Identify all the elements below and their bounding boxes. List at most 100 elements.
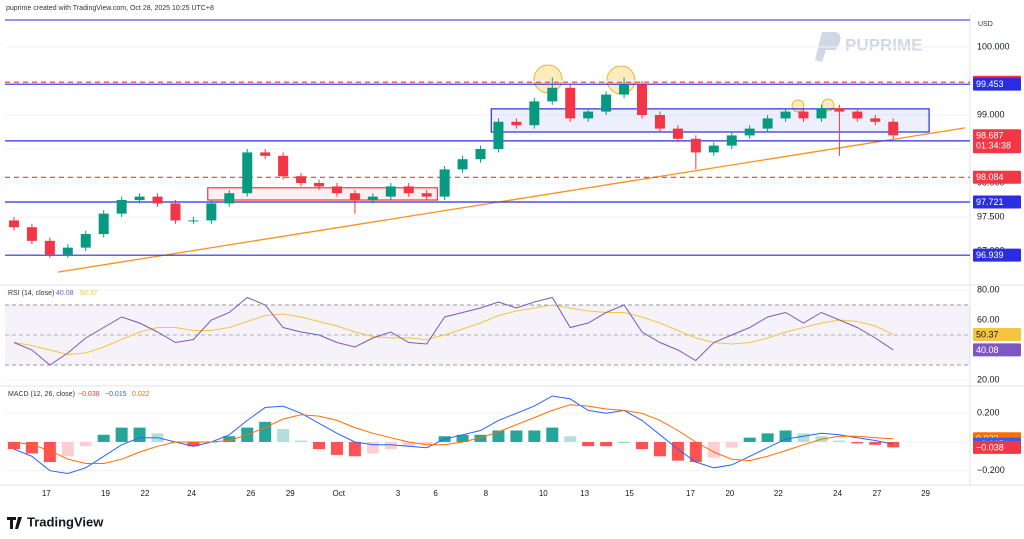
- legend-value: 50.37: [80, 290, 98, 297]
- candle-body: [331, 186, 342, 194]
- histogram-bar: [474, 434, 487, 442]
- candle-body: [8, 220, 19, 228]
- candle-body: [637, 84, 648, 115]
- candle-body: [529, 101, 540, 126]
- candle-body: [475, 149, 486, 160]
- x-tick-label: 15: [625, 489, 634, 498]
- indicator-title: MACD (12, 26, close): [8, 391, 75, 398]
- histogram-bar: [456, 434, 469, 442]
- watermark: PUPRIME: [845, 35, 922, 54]
- candle-body: [619, 84, 630, 95]
- histogram-bar: [851, 441, 864, 444]
- candle-body: [708, 145, 719, 153]
- candle-body: [780, 111, 791, 119]
- highlight-circle: [821, 98, 835, 112]
- candle-body: [762, 118, 773, 129]
- histogram-bar: [259, 421, 272, 442]
- y-tick-label: 0.200: [977, 408, 1000, 418]
- candle-body: [565, 87, 576, 119]
- legend-value: 0.022: [132, 391, 150, 398]
- histogram-bar: [725, 441, 738, 448]
- legend-value: −0.038: [78, 391, 100, 398]
- x-tick-label: 13: [580, 489, 589, 498]
- histogram-bar: [366, 441, 379, 454]
- histogram-bar: [313, 441, 326, 450]
- histogram-bar: [743, 437, 756, 442]
- zone: [490, 108, 930, 133]
- x-tick-label: 19: [101, 489, 110, 498]
- macd-line: [13, 395, 894, 475]
- price-badge: [973, 170, 1021, 184]
- histogram-bar: [223, 436, 236, 442]
- price-badge: [973, 195, 1021, 209]
- histogram-bar: [689, 441, 702, 463]
- y-tick-label: 80.00: [977, 284, 1000, 294]
- candle-body: [367, 196, 378, 201]
- histogram-bar: [277, 429, 290, 442]
- candle-body: [816, 108, 827, 119]
- legend-value: −0.015: [105, 391, 127, 398]
- histogram-bar: [797, 433, 810, 442]
- candle-body: [44, 240, 55, 255]
- candle-body: [134, 196, 145, 201]
- rsi-band: [5, 304, 970, 366]
- histogram-bar: [582, 441, 595, 447]
- candle-body: [798, 111, 809, 119]
- histogram-bar: [420, 441, 433, 445]
- candle-body: [242, 152, 253, 194]
- histogram-bar: [97, 434, 110, 442]
- brand: TradingView: [7, 514, 104, 529]
- price-badge: [973, 248, 1021, 262]
- price-badge: [973, 343, 1021, 357]
- candle-body: [726, 135, 737, 146]
- candle-body: [224, 193, 235, 204]
- candle-body: [457, 159, 468, 170]
- histogram-bar: [510, 430, 523, 442]
- candle-body: [385, 186, 396, 197]
- x-tick-label: 29: [286, 489, 295, 498]
- price-badge-label: 40.08: [976, 345, 999, 355]
- histogram-bar: [384, 441, 397, 450]
- x-tick-label: 24: [833, 489, 842, 498]
- x-tick-label: 22: [774, 489, 783, 498]
- y-tick-label: −0.200: [977, 465, 1005, 475]
- histogram-bar: [779, 430, 792, 442]
- histogram-bar: [707, 441, 720, 458]
- histogram-bar: [887, 441, 900, 448]
- candle-body: [601, 94, 612, 112]
- histogram-bar: [546, 427, 559, 442]
- histogram-bar: [402, 441, 415, 447]
- histogram-bar: [653, 441, 666, 457]
- histogram-bar: [330, 441, 343, 455]
- price-badge: [973, 440, 1021, 454]
- candle-body: [852, 111, 863, 119]
- candle-body: [170, 203, 181, 221]
- candle-body: [116, 200, 127, 214]
- y-tick-label: 100.000: [977, 41, 1010, 51]
- histogram-bar: [25, 441, 38, 454]
- candle-body: [511, 121, 522, 126]
- histogram-bar: [61, 441, 74, 457]
- candle-body: [690, 138, 701, 153]
- countdown: 01:34:38: [976, 141, 1011, 151]
- price-badge-label: 96.939: [976, 250, 1004, 260]
- brand-name: TradingView: [27, 514, 104, 529]
- candle-body: [888, 121, 899, 136]
- histogram-bar: [761, 433, 774, 442]
- histogram-bar: [79, 441, 92, 447]
- price-badge-label: −0.038: [976, 442, 1004, 452]
- x-tick-label: 17: [686, 489, 695, 498]
- histogram-bar: [295, 440, 308, 442]
- candle-body: [583, 111, 594, 119]
- candle-body: [26, 227, 37, 241]
- currency: USD: [978, 21, 993, 28]
- x-tick-label: 3: [396, 489, 401, 498]
- macd-line: [13, 404, 894, 464]
- candle-body: [278, 155, 289, 177]
- attribution: puprime created with TradingView.com, Oc…: [6, 5, 214, 12]
- candle-body: [152, 196, 163, 204]
- candle-body: [421, 193, 432, 197]
- last-price-badge: [973, 129, 1021, 154]
